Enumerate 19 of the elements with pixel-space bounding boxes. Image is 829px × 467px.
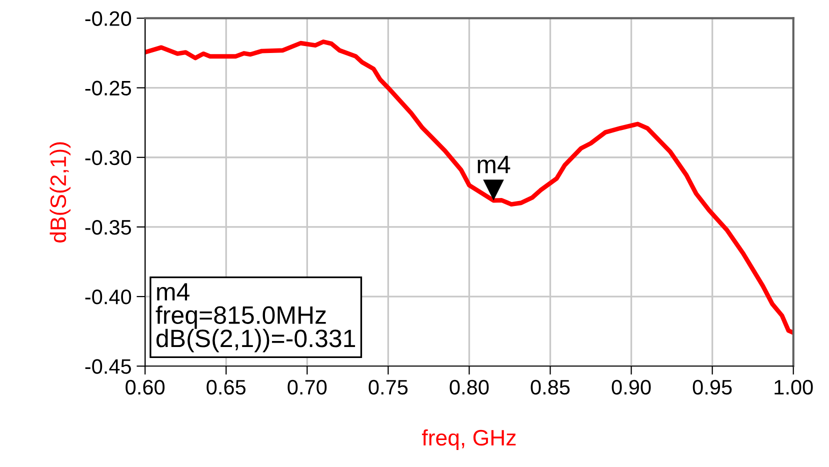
y-tick-label: -0.45 [85,359,132,374]
x-tick-label: 0.60 [126,380,165,395]
x-tick-label: 0.95 [692,380,732,395]
x-tick-label: 0.65 [206,380,246,395]
x-tick-label: 0.85 [530,380,570,395]
y-tick-label: -0.20 [85,11,132,26]
x-tick-label: 1.00 [774,380,813,395]
annotation: m4 [478,156,510,174]
x-tick-label: 0.75 [368,380,408,395]
x-tick-label: 0.70 [288,380,327,395]
annotation: m4 freq=815.0MHz dB(S(2,1))=-0.331 [156,283,356,352]
y-tick-label: -0.35 [85,220,132,235]
x-tick-label: 0.90 [612,380,651,395]
x-tick-label: 0.80 [450,380,489,395]
y-tick-label: -0.40 [85,290,132,304]
x-axis-title: freq, GHz [422,429,516,450]
y-tick-label: -0.25 [85,80,132,96]
y-tick-label: -0.30 [85,150,132,166]
y-axis-title: dB(S(2,1)) [50,142,70,242]
